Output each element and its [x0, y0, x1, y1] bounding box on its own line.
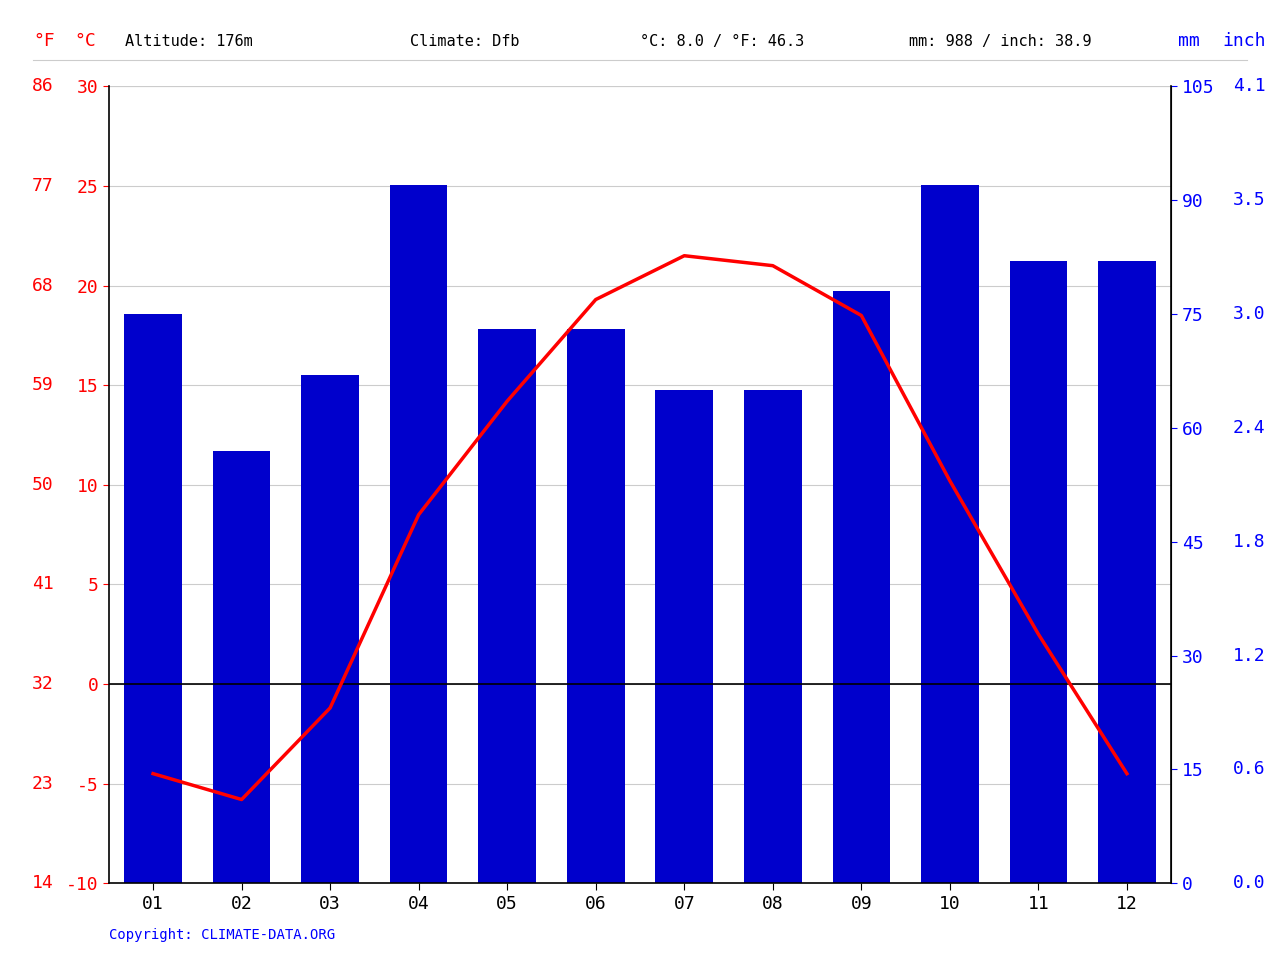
Text: 4.1: 4.1 — [1233, 78, 1266, 95]
Bar — [567, 329, 625, 883]
Text: 23: 23 — [32, 775, 54, 793]
Bar — [744, 390, 801, 883]
Text: 32: 32 — [32, 675, 54, 693]
Text: °C: °C — [74, 33, 96, 50]
Text: 3.5: 3.5 — [1233, 191, 1266, 209]
Text: 86: 86 — [32, 78, 54, 95]
Text: Climate: Dfb: Climate: Dfb — [410, 34, 520, 49]
Text: 41: 41 — [32, 575, 54, 593]
Text: °F: °F — [33, 33, 55, 50]
Bar — [1010, 261, 1068, 883]
Text: Copyright: CLIMATE-DATA.ORG: Copyright: CLIMATE-DATA.ORG — [109, 928, 335, 942]
Text: 1.2: 1.2 — [1233, 646, 1266, 664]
Bar — [832, 291, 890, 883]
Text: inch: inch — [1222, 33, 1266, 50]
Text: 14: 14 — [32, 875, 54, 892]
Text: 0.0: 0.0 — [1233, 875, 1266, 892]
Bar — [212, 450, 270, 883]
Text: 0.6: 0.6 — [1233, 760, 1266, 779]
Bar — [124, 314, 182, 883]
Text: 59: 59 — [32, 376, 54, 395]
Bar — [479, 329, 536, 883]
Bar — [1098, 261, 1156, 883]
Text: 68: 68 — [32, 276, 54, 295]
Text: 3.0: 3.0 — [1233, 305, 1266, 324]
Text: °C: 8.0 / °F: 46.3: °C: 8.0 / °F: 46.3 — [640, 34, 804, 49]
Text: mm: 988 / inch: 38.9: mm: 988 / inch: 38.9 — [909, 34, 1092, 49]
Bar — [390, 185, 448, 883]
Bar — [922, 185, 979, 883]
Text: 77: 77 — [32, 177, 54, 195]
Text: mm: mm — [1178, 33, 1199, 50]
Text: 2.4: 2.4 — [1233, 419, 1266, 437]
Text: Altitude: 176m: Altitude: 176m — [125, 34, 253, 49]
Text: 50: 50 — [32, 476, 54, 493]
Bar — [301, 374, 358, 883]
Text: 1.8: 1.8 — [1233, 533, 1266, 551]
Bar — [655, 390, 713, 883]
